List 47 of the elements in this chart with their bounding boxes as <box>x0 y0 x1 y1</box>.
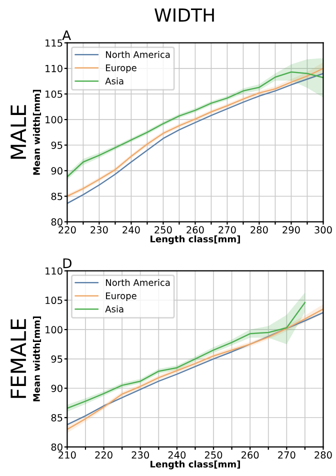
legend-label: Europe <box>106 64 136 73</box>
x-tick-label: 240 <box>168 451 186 459</box>
y-tick-label: 110 <box>46 267 62 275</box>
x-tick-label: 260 <box>186 226 204 234</box>
legend-label: Asia <box>105 77 124 84</box>
y-tick-label: 100 <box>46 326 62 334</box>
chart-subtitle: A <box>62 30 71 40</box>
y-tick-label: 100 <box>46 116 62 124</box>
legend-label: Europe <box>106 292 136 301</box>
legend-label: North America <box>106 50 170 58</box>
x-tick-label: 230 <box>132 451 149 459</box>
x-tick-label: 300 <box>314 226 332 234</box>
x-tick-label: 260 <box>242 451 259 459</box>
y-tick-label: 90 <box>51 167 62 175</box>
y-tick-label: 95 <box>51 142 62 149</box>
y-tick-label: 105 <box>46 90 62 98</box>
x-tick-label: 270 <box>218 226 236 234</box>
y-tick-label: 95 <box>51 355 62 363</box>
y-axis-title: Mean width[mm] <box>32 316 42 402</box>
x-tick-label: 290 <box>282 226 300 234</box>
chart-subtitle: D <box>63 258 72 268</box>
x-tick-label: 280 <box>314 451 332 459</box>
y-tick-label: 110 <box>46 64 62 72</box>
x-axis-title: Length class[mm] <box>150 235 240 244</box>
x-tick-label: 240 <box>122 226 140 234</box>
x-axis-title: Length class[mm] <box>150 460 240 470</box>
text: MALE <box>10 105 26 159</box>
y-tick-label: 85 <box>51 414 62 422</box>
y-tick-label: 90 <box>51 384 62 392</box>
y-tick-label: 105 <box>46 296 62 304</box>
x-tick-label: 220 <box>58 226 76 234</box>
y-tick-label: 115 <box>46 39 62 47</box>
x-tick-label: 220 <box>95 451 112 459</box>
legend-label: Asia <box>105 305 124 312</box>
x-tick-label: 250 <box>204 451 222 459</box>
y-tick-label: 80 <box>51 443 62 451</box>
x-tick-label: 280 <box>250 226 268 234</box>
y-tick-label: 85 <box>51 192 62 200</box>
x-tick-label: 250 <box>154 226 172 234</box>
y-axis-title: Mean width[mm] <box>32 90 42 175</box>
x-tick-label: 230 <box>90 226 108 234</box>
text: FEMALE <box>10 319 26 398</box>
y-tick-label: 80 <box>51 218 62 226</box>
chart-title: WIDTH <box>154 8 214 22</box>
x-tick-label: 210 <box>58 451 76 459</box>
x-tick-label: 270 <box>278 451 296 459</box>
legend-label: North America <box>106 278 170 286</box>
